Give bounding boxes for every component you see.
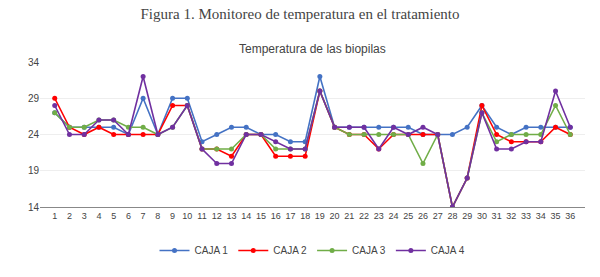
svg-text:CAJA 2: CAJA 2 xyxy=(273,245,307,256)
svg-text:30: 30 xyxy=(477,211,487,221)
svg-text:19: 19 xyxy=(28,165,40,176)
svg-text:15: 15 xyxy=(256,211,266,221)
svg-text:27: 27 xyxy=(433,211,443,221)
svg-text:35: 35 xyxy=(551,211,561,221)
svg-text:10: 10 xyxy=(182,211,192,221)
svg-text:9: 9 xyxy=(170,211,175,221)
svg-text:20: 20 xyxy=(330,211,340,221)
svg-text:3: 3 xyxy=(82,211,87,221)
svg-text:14: 14 xyxy=(28,202,40,213)
svg-text:CAJA 1: CAJA 1 xyxy=(195,245,229,256)
svg-text:21: 21 xyxy=(344,211,354,221)
svg-text:24: 24 xyxy=(389,211,399,221)
svg-text:29: 29 xyxy=(462,211,472,221)
svg-text:8: 8 xyxy=(155,211,160,221)
svg-text:Temperatura de las biopilas: Temperatura de las biopilas xyxy=(239,42,386,56)
svg-text:7: 7 xyxy=(141,211,146,221)
svg-text:22: 22 xyxy=(359,211,369,221)
svg-text:12: 12 xyxy=(212,211,222,221)
svg-text:24: 24 xyxy=(28,129,40,140)
svg-text:CAJA 4: CAJA 4 xyxy=(431,245,465,256)
svg-text:34: 34 xyxy=(28,57,40,68)
svg-text:CAJA 3: CAJA 3 xyxy=(352,245,386,256)
svg-text:4: 4 xyxy=(96,211,101,221)
svg-text:33: 33 xyxy=(521,211,531,221)
svg-text:36: 36 xyxy=(565,211,575,221)
svg-text:23: 23 xyxy=(374,211,384,221)
svg-text:13: 13 xyxy=(226,211,236,221)
svg-text:28: 28 xyxy=(447,211,457,221)
svg-text:1: 1 xyxy=(52,211,57,221)
svg-text:5: 5 xyxy=(111,211,116,221)
svg-text:16: 16 xyxy=(271,211,281,221)
svg-text:Figura 1. Monitoreo de tempera: Figura 1. Monitoreo de temperatura en el… xyxy=(140,6,459,22)
svg-text:11: 11 xyxy=(197,211,206,221)
svg-text:26: 26 xyxy=(418,211,428,221)
svg-text:25: 25 xyxy=(403,211,413,221)
svg-text:17: 17 xyxy=(285,211,295,221)
svg-text:18: 18 xyxy=(300,211,310,221)
svg-text:6: 6 xyxy=(126,211,131,221)
svg-text:14: 14 xyxy=(241,211,251,221)
svg-text:34: 34 xyxy=(536,211,546,221)
svg-text:19: 19 xyxy=(315,211,325,221)
svg-text:29: 29 xyxy=(28,93,40,104)
svg-text:32: 32 xyxy=(506,211,516,221)
svg-text:31: 31 xyxy=(492,211,502,221)
svg-text:2: 2 xyxy=(67,211,72,221)
